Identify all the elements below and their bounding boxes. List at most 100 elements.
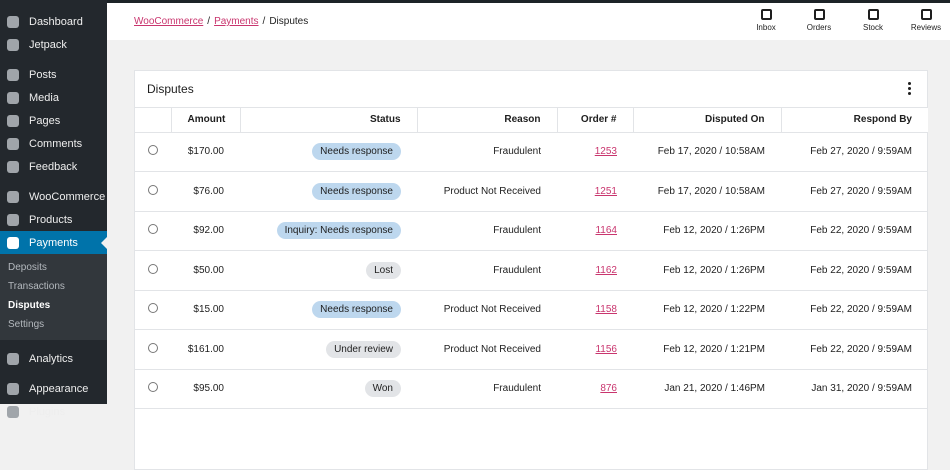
reason: Fraudulent — [417, 250, 557, 291]
menu-button[interactable] — [908, 82, 911, 97]
menu-icon — [7, 352, 19, 365]
status-cell: Under review — [240, 329, 417, 370]
breadcrumb-link[interactable]: Payments — [214, 16, 259, 27]
dispute-row: $95.00 Won Fraudulent 876 Jan 21, 2020 / 1:4… — [135, 369, 928, 409]
submenu-item[interactable]: Deposits — [8, 262, 47, 273]
reason: Product Not Received — [417, 329, 557, 370]
reason: Fraudulent — [417, 132, 557, 172]
activity-button[interactable]: Reviews — [901, 9, 950, 32]
disputes-table: Amount Status Reason Order # Disputed On Resp… — [135, 108, 928, 409]
menu-item[interactable]: Feedback — [0, 155, 107, 178]
info-cell — [135, 211, 171, 251]
card-header: Disputes — [135, 71, 927, 108]
order-link[interactable]: 1251 — [594, 185, 617, 197]
order-cell: 876 — [557, 369, 633, 409]
menu-label: Pages — [29, 114, 61, 127]
info-cell — [135, 329, 171, 370]
info-icon[interactable] — [148, 263, 158, 274]
status-cell: Inquiry: Needs response — [240, 211, 417, 251]
disputed-on: Feb 12, 2020 / 1:26PM — [633, 211, 781, 251]
reason: Product Not Received — [417, 171, 557, 212]
order-link[interactable]: 1156 — [595, 343, 617, 355]
respond-by: Feb 22, 2020 / 9:59AM — [781, 211, 928, 251]
info-icon[interactable] — [148, 303, 158, 314]
status-cell: Needs response — [240, 290, 417, 330]
respond-by: Jan 31, 2020 / 9:59AM — [781, 369, 928, 409]
info-icon[interactable] — [148, 224, 158, 235]
menu-item[interactable]: Plugins — [0, 400, 107, 423]
activity-label: Reviews — [910, 23, 942, 32]
dispute-row: $161.00 Under review Product Not Received 1… — [135, 329, 928, 370]
dispute-row: $92.00 Inquiry: Needs response Fraudulent 1… — [135, 211, 928, 251]
dispute-row: $15.00 Needs response Product Not Received… — [135, 290, 928, 330]
activity-button[interactable]: Stock — [848, 9, 898, 32]
menu-icon — [7, 15, 19, 28]
menu-icon — [7, 236, 19, 249]
breadcrumb-link[interactable]: WooCommerce — [134, 16, 204, 27]
menu-item[interactable]: Analytics — [0, 347, 107, 370]
menu-item[interactable]: Comments — [0, 132, 107, 155]
order-link[interactable]: 876 — [600, 383, 617, 395]
status-badge: Won — [364, 380, 401, 398]
separator: / — [262, 16, 266, 27]
status-badge: Inquiry: Needs response — [276, 222, 401, 240]
info-icon[interactable] — [148, 145, 158, 156]
submenu-item[interactable]: Transactions — [8, 281, 65, 292]
menu-item[interactable]: Products — [0, 208, 107, 231]
menu-label: WooCommerce — [29, 190, 106, 203]
dispute-row: $76.00 Needs response Product Not Received… — [135, 171, 928, 212]
submenu-item[interactable]: Settings — [8, 319, 45, 330]
status-badge: Needs response — [312, 182, 401, 200]
disputed-on: Feb 17, 2020 / 10:58AM — [633, 171, 781, 212]
order-link[interactable]: 1164 — [595, 225, 617, 237]
menu-item[interactable]: Pages — [0, 109, 107, 132]
menu-icon — [7, 91, 19, 104]
info-icon[interactable] — [148, 382, 158, 393]
menu-item[interactable]: Jetpack — [0, 33, 107, 56]
menu-group: Appearance Plugins — [0, 377, 107, 423]
info-icon[interactable] — [148, 342, 158, 353]
disputes-card: Disputes Amount Status Reason Order # Disput… — [134, 70, 928, 470]
order-link[interactable]: 1253 — [594, 146, 617, 158]
menu-label: Media — [29, 91, 59, 104]
menu-item[interactable]: Media — [0, 86, 107, 109]
menu-icon — [7, 190, 19, 203]
activity-button[interactable]: Inbox — [741, 9, 791, 32]
menu-item[interactable]: Dashboard — [0, 10, 107, 33]
activity-icon — [760, 9, 772, 20]
menu-icon — [7, 213, 19, 226]
menu-icon — [7, 114, 19, 127]
order-cell: 1253 — [557, 132, 633, 172]
menu-item[interactable]: Posts — [0, 63, 107, 86]
order-cell: 1251 — [557, 171, 633, 212]
menu-group: Dashboard Jetpack — [0, 10, 107, 56]
activity-button[interactable]: Orders — [794, 9, 844, 32]
disputed-on: Jan 21, 2020 / 1:46PM — [633, 369, 781, 409]
amount: $15.00 — [171, 290, 240, 330]
respond-by: Feb 22, 2020 / 9:59AM — [781, 250, 928, 291]
info-cell — [135, 250, 171, 291]
header-cell: Status — [239, 108, 417, 133]
info-icon[interactable] — [148, 184, 158, 195]
menu-item[interactable]: Appearance — [0, 377, 107, 400]
activity-label: Stock — [862, 23, 883, 32]
menu-group: Posts Media Pages Comments Feedback — [0, 63, 107, 178]
menu-item[interactable]: Payments — [0, 231, 107, 254]
menu-label: Analytics — [29, 352, 74, 365]
menu-label: Posts — [29, 68, 57, 81]
disputed-on: Feb 12, 2020 / 1:21PM — [633, 329, 781, 370]
menu-item[interactable]: WooCommerce — [0, 185, 107, 208]
order-link[interactable]: 1158 — [595, 304, 617, 316]
activity-label: Orders — [806, 23, 832, 32]
order-link[interactable]: 1162 — [595, 264, 617, 276]
header-cell: Amount — [170, 108, 240, 133]
header-cell: Respond By — [780, 108, 928, 133]
status-cell: Needs response — [240, 132, 417, 172]
info-cell — [135, 171, 171, 212]
submenu-item[interactable]: Disputes — [8, 300, 51, 311]
menu-label: Jetpack — [29, 38, 67, 51]
sidebar: Dashboard Jetpack Posts Media Pages Comments F… — [0, 0, 107, 418]
status-badge: Under review — [326, 340, 401, 358]
info-cell — [135, 132, 171, 172]
